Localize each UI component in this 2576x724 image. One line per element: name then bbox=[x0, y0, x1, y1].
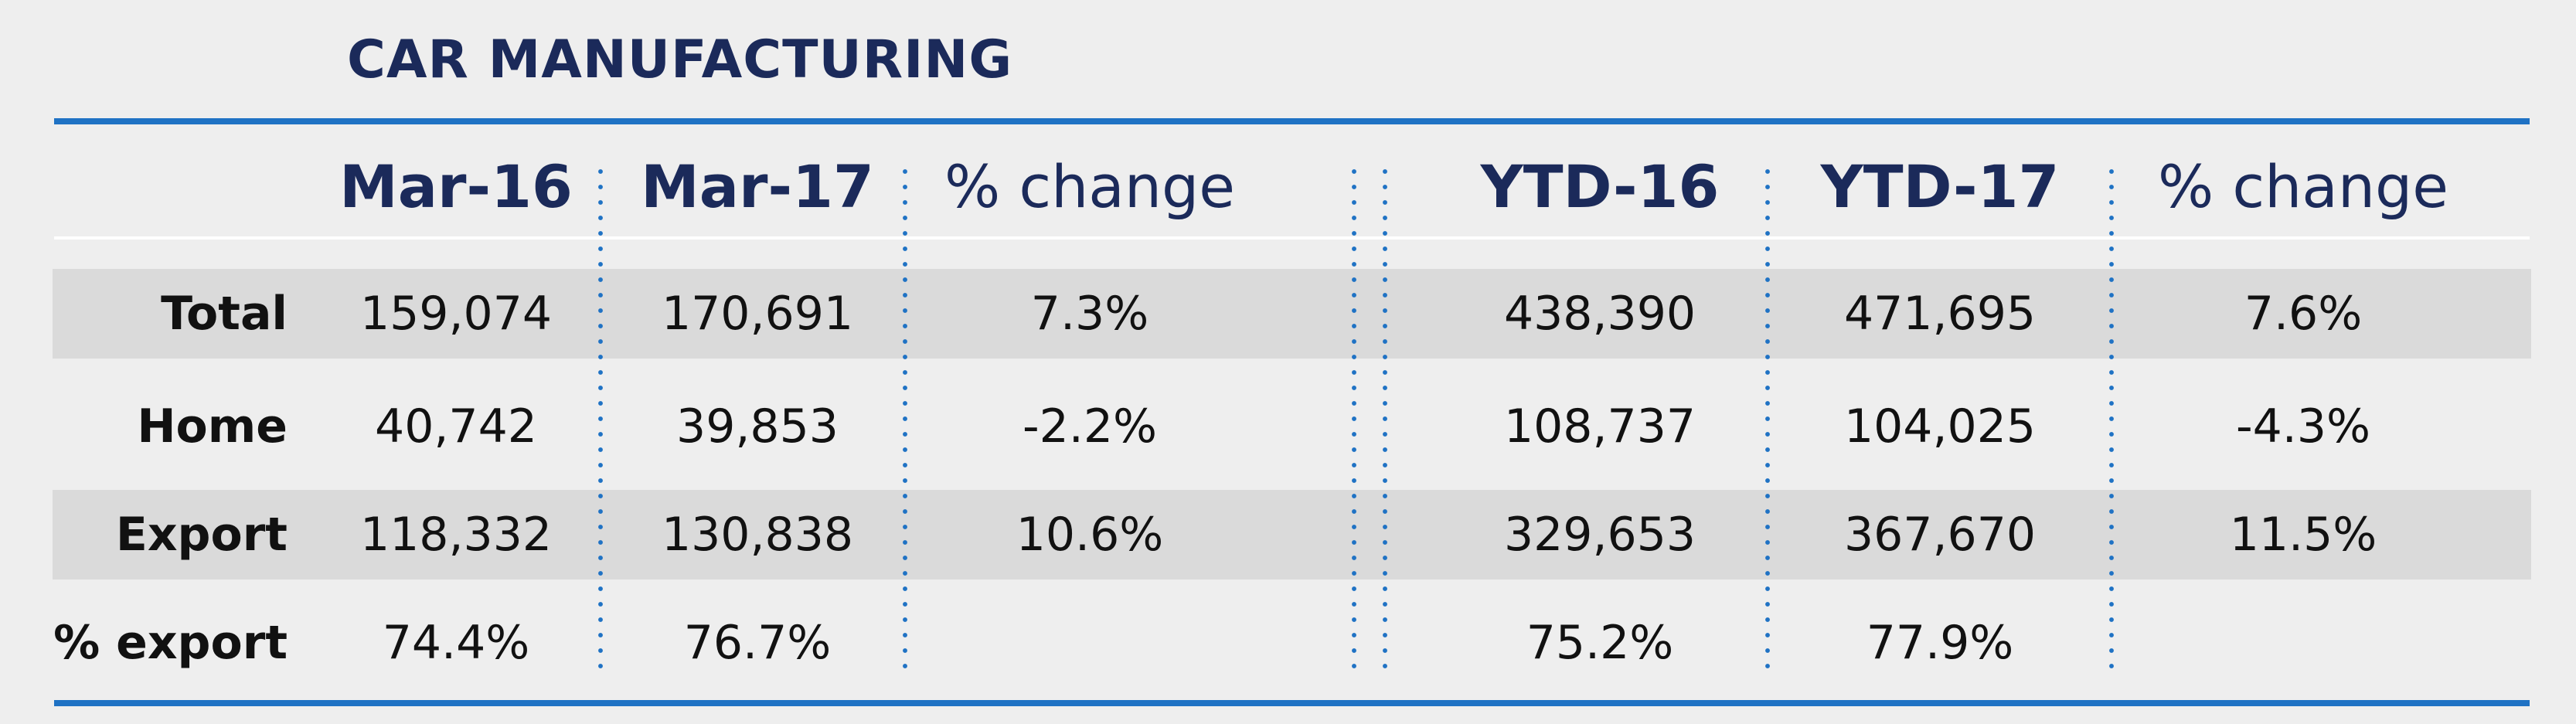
column-header: Mar-17 bbox=[641, 151, 874, 221]
table-cell: 7.6% bbox=[2244, 287, 2363, 341]
column-divider bbox=[2109, 164, 2114, 674]
table-cell: 159,074 bbox=[359, 287, 553, 341]
row-label: Total bbox=[161, 287, 288, 341]
header-separator bbox=[54, 236, 2530, 240]
table-title: CAR MANUFACTURING bbox=[347, 29, 1013, 90]
row-band-export bbox=[53, 490, 2531, 580]
column-divider bbox=[598, 164, 603, 674]
table-cell: -4.3% bbox=[2235, 399, 2371, 454]
table-cell bbox=[2118, 598, 2489, 688]
section-divider bbox=[1383, 164, 1387, 674]
column-header: Mar-16 bbox=[339, 151, 573, 221]
section-divider bbox=[1352, 164, 1356, 674]
column-divider bbox=[903, 164, 907, 674]
column-divider bbox=[1765, 164, 1770, 674]
table-cell: 118,332 bbox=[359, 508, 553, 562]
table-cell: 130,838 bbox=[661, 508, 854, 562]
table-cell: 7.3% bbox=[1030, 287, 1149, 341]
row-band-total bbox=[53, 269, 2531, 359]
row-label: % export bbox=[53, 616, 288, 670]
table-cell: 75.2% bbox=[1526, 616, 1674, 670]
column-header: % change bbox=[2157, 151, 2449, 221]
table-cell: 40,742 bbox=[375, 399, 537, 454]
table-cell: 108,737 bbox=[1503, 399, 1696, 454]
table-cell: 10.6% bbox=[1016, 508, 1164, 562]
table-cell: 76.7% bbox=[683, 616, 832, 670]
table-cell bbox=[912, 598, 1268, 688]
row-label: Home bbox=[137, 399, 288, 454]
top-rule bbox=[54, 118, 2530, 124]
column-header: YTD-17 bbox=[1820, 151, 2060, 221]
table-cell: 74.4% bbox=[382, 616, 530, 670]
table-cell: 438,390 bbox=[1503, 287, 1696, 341]
row-label: Export bbox=[115, 508, 288, 562]
table-cell: 471,695 bbox=[1843, 287, 2037, 341]
table-cell: 367,670 bbox=[1843, 508, 2037, 562]
table-cell: 11.5% bbox=[2229, 508, 2377, 562]
table-cell: 170,691 bbox=[661, 287, 854, 341]
table-cell: 39,853 bbox=[676, 399, 839, 454]
table-cell: 77.9% bbox=[1866, 616, 2014, 670]
table-cell: 104,025 bbox=[1843, 399, 2037, 454]
table-cell: -2.2% bbox=[1022, 399, 1158, 454]
table-cell: 329,653 bbox=[1503, 508, 1696, 562]
bottom-rule bbox=[54, 700, 2530, 706]
column-header: YTD-16 bbox=[1480, 151, 1720, 221]
column-header: % change bbox=[944, 151, 1236, 221]
